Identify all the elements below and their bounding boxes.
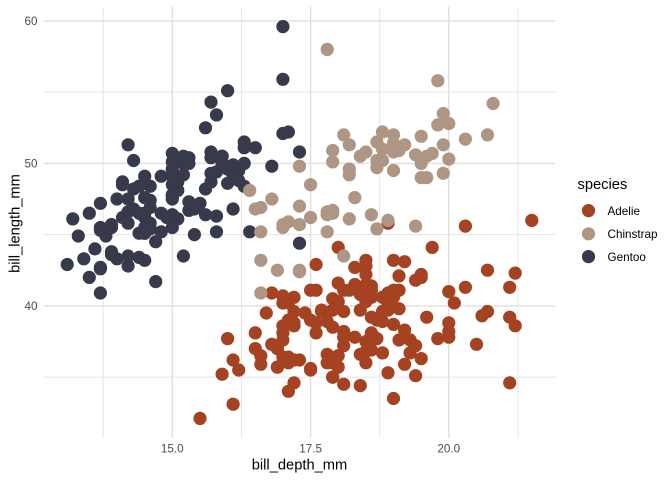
svg-text:bill_length_mm: bill_length_mm <box>7 174 23 273</box>
svg-text:Gentoo: Gentoo <box>608 251 647 264</box>
svg-text:17.5: 17.5 <box>299 442 322 455</box>
svg-text:15.0: 15.0 <box>161 442 184 455</box>
svg-text:species: species <box>578 177 628 193</box>
svg-text:60: 60 <box>24 15 38 28</box>
svg-text:20.0: 20.0 <box>437 442 460 455</box>
svg-text:Adelie: Adelie <box>608 205 641 218</box>
svg-text:bill_depth_mm: bill_depth_mm <box>252 458 348 474</box>
svg-text:50: 50 <box>24 158 38 171</box>
svg-text:Chinstrap: Chinstrap <box>608 228 659 241</box>
svg-text:40: 40 <box>24 300 38 313</box>
